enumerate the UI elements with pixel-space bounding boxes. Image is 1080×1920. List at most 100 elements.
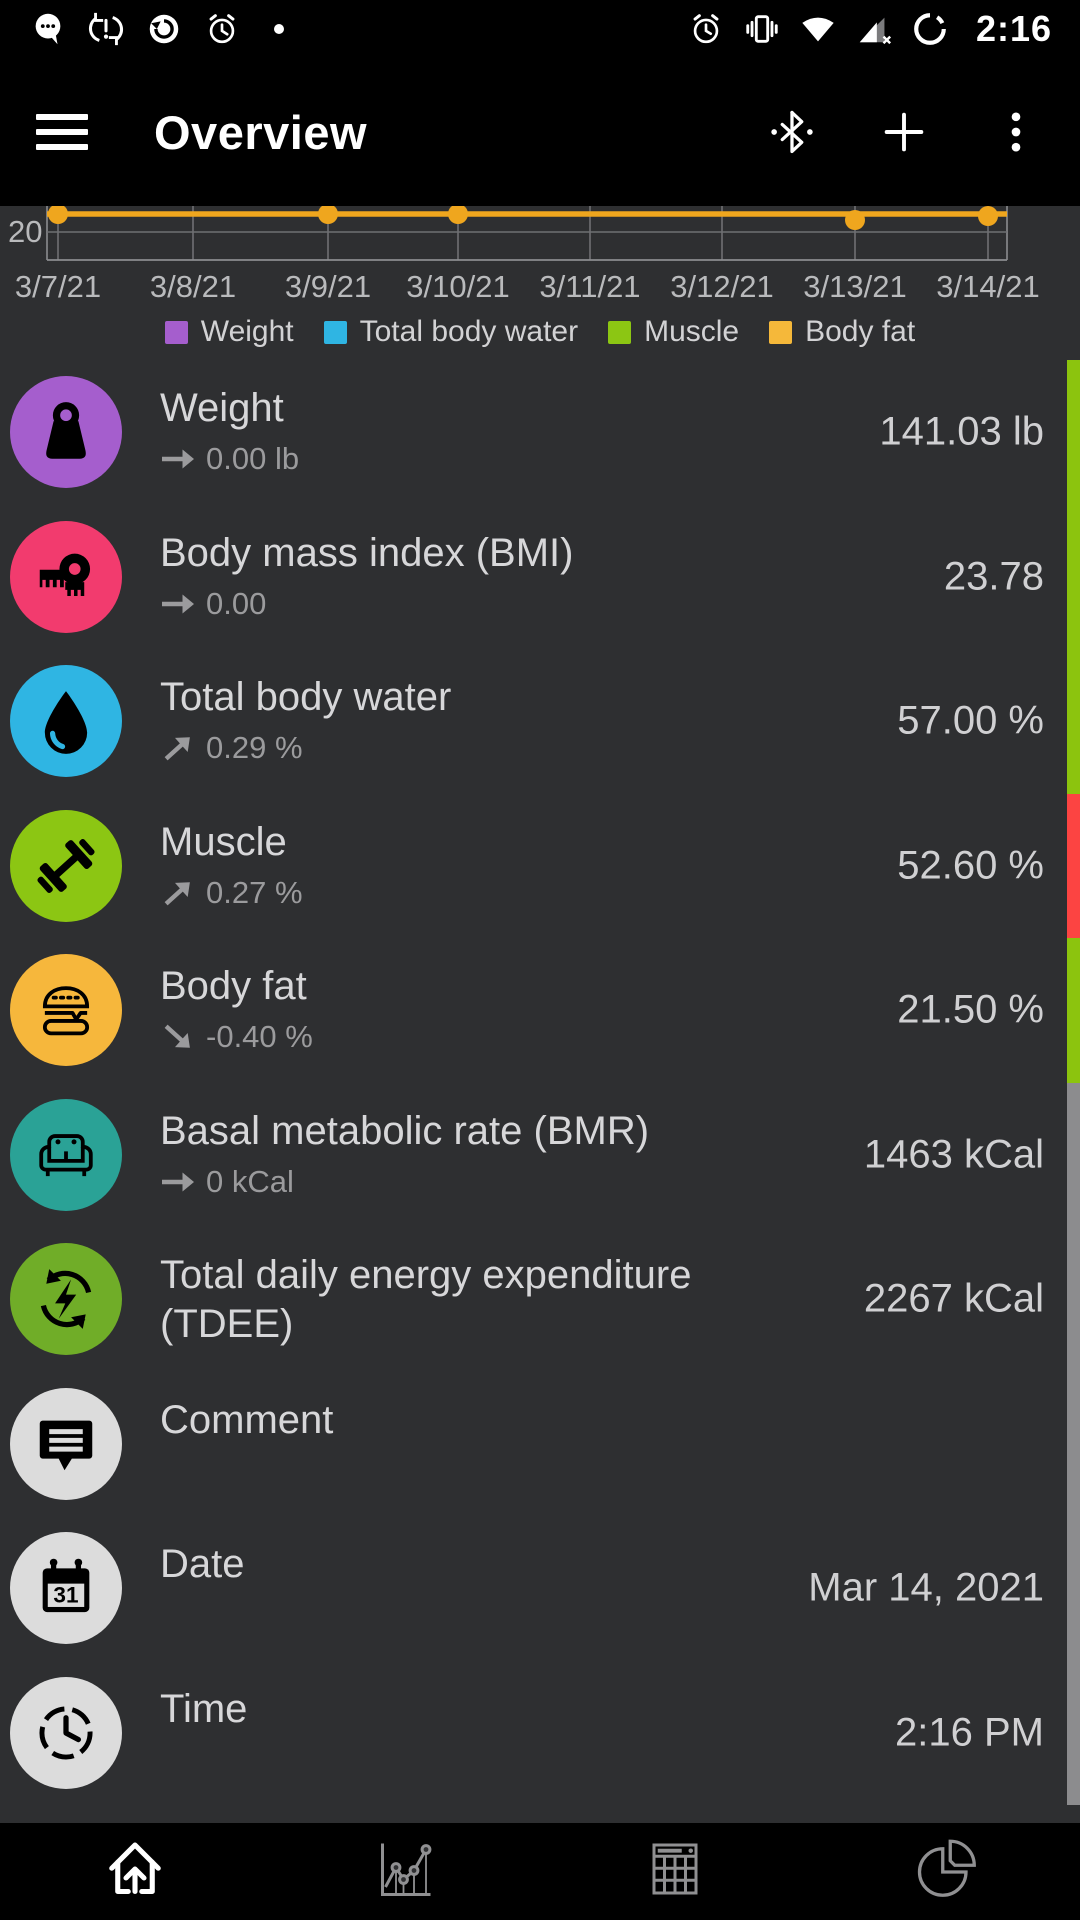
x-axis-label: 3/8/21 — [149, 269, 237, 304]
legend-swatch — [608, 320, 632, 344]
row-value: 52.60 % — [897, 843, 1044, 888]
row-title: Total body water — [160, 675, 452, 719]
x-axis-label: 3/11/21 — [539, 269, 641, 304]
row-comment[interactable]: Comment — [0, 1371, 1080, 1516]
evaluation-indicator — [1067, 1082, 1080, 1227]
trend-up-icon — [160, 880, 196, 906]
row-bmi[interactable]: Body mass index (BMI) 0.00 23.78 — [0, 504, 1080, 649]
legend-label: Total body water — [359, 315, 579, 348]
svg-text:31: 31 — [53, 1583, 78, 1608]
evaluation-indicator — [1067, 1660, 1080, 1805]
legend-swatch — [769, 320, 793, 344]
status-time: 2:16 — [975, 8, 1052, 49]
home-icon — [99, 1833, 171, 1910]
row-trend: 0 kCal — [160, 1164, 649, 1200]
wifi-icon — [798, 9, 838, 49]
chart-x-axis-labels: 3/7/21 3/8/21 3/9/21 3/10/21 3/11/21 3/12/21 3… — [0, 268, 1080, 306]
row-value: 57.00 % — [897, 698, 1044, 743]
measuring-tape-icon — [10, 520, 122, 633]
x-axis-label: 3/7/21 — [14, 269, 102, 304]
menu-icon[interactable] — [36, 112, 88, 152]
nav-tab-table[interactable] — [540, 1823, 810, 1920]
row-tdee[interactable]: Total daily energy expenditure (TDEE) 226… — [0, 1227, 1080, 1372]
legend-item: Total body water — [323, 315, 579, 349]
row-trend: 0.00 lb — [160, 441, 299, 477]
bluetooth-icon[interactable] — [764, 104, 820, 160]
energy-cycle-icon — [10, 1243, 122, 1355]
system-status-icons: 2:16 — [686, 8, 1052, 50]
row-date[interactable]: 31 Date Mar 14, 2021 — [0, 1516, 1080, 1661]
comment-bubble-icon — [10, 1387, 122, 1500]
row-time[interactable]: Time 2:16 PM — [0, 1660, 1080, 1805]
chart-legend: Weight Total body water Muscle Body fat — [0, 310, 1080, 354]
trend-value: 0.29 % — [206, 730, 303, 765]
evaluation-indicator — [1067, 1371, 1080, 1516]
notification-icons — [28, 9, 284, 49]
row-value: 21.50 % — [897, 987, 1044, 1032]
row-value: Mar 14, 2021 — [808, 1565, 1044, 1610]
row-title: Time — [160, 1686, 248, 1731]
trend-value: 0.27 % — [206, 874, 303, 910]
overflow-menu-icon[interactable] — [988, 104, 1044, 160]
clock-icon — [10, 1676, 122, 1789]
burger-icon — [10, 954, 122, 1066]
legend-item: Body fat — [769, 315, 915, 349]
row-total-body-water[interactable]: Total body water 0.29 % 57.00 % — [0, 649, 1080, 794]
trend-value: -0.40 % — [206, 1019, 313, 1054]
row-weight[interactable]: Weight 0.00 lb 141.03 lb — [0, 360, 1080, 505]
trend-flat-icon — [160, 446, 196, 472]
row-title: Date — [160, 1542, 245, 1586]
trend-down-icon — [160, 1024, 196, 1050]
body-metrics-chart[interactable] — [0, 206, 1080, 262]
trend-value: 0.00 lb — [206, 441, 300, 476]
line-chart-icon — [369, 1833, 441, 1910]
cell-signal-no-internet-icon — [854, 9, 894, 49]
weight-kettlebell-icon — [10, 376, 122, 488]
calendar-icon: 31 — [10, 1532, 122, 1644]
row-bmr[interactable]: Basal metabolic rate (BMR) 0 kCal 1463 kCa… — [0, 1082, 1080, 1227]
status-bar: 2:16 — [0, 0, 1080, 58]
row-body-fat[interactable]: Body fat -0.40 % 21.50 % — [0, 938, 1080, 1083]
row-value: 2267 kCal — [863, 1276, 1044, 1321]
legend-label: Muscle — [644, 315, 740, 348]
row-trend: 0.27 % — [160, 875, 303, 911]
row-title: Comment — [160, 1397, 334, 1442]
evaluation-indicator — [1067, 504, 1080, 649]
bottom-navigation — [0, 1823, 1080, 1920]
row-title: Body mass index (BMI) — [160, 530, 574, 575]
row-muscle[interactable]: Muscle 0.27 % 52.60 % — [0, 793, 1080, 938]
trend-value: 0 kCal — [206, 1163, 294, 1199]
nav-tab-statistics[interactable] — [810, 1823, 1080, 1920]
app-bar: Overview — [0, 58, 1080, 206]
water-drop-icon — [10, 665, 122, 777]
legend-item: Muscle — [608, 315, 739, 349]
data-saver-icon — [910, 9, 950, 49]
alarm-icon — [202, 9, 242, 49]
evaluation-indicator — [1067, 649, 1080, 794]
nav-tab-graph[interactable] — [270, 1823, 540, 1920]
row-value: 141.03 lb — [879, 409, 1044, 454]
x-axis-label: 3/9/21 — [284, 269, 372, 304]
dumbbell-icon — [10, 809, 122, 922]
update-circle-icon — [144, 9, 184, 49]
row-value: 23.78 — [943, 554, 1044, 599]
trend-up-icon — [160, 735, 196, 761]
legend-item: Weight — [164, 315, 294, 349]
row-title: Weight — [160, 386, 284, 430]
add-icon[interactable] — [876, 104, 932, 160]
row-trend: 0.00 — [160, 586, 573, 622]
table-icon — [639, 1833, 711, 1910]
chat-bubble-icon — [28, 9, 68, 49]
trend-flat-icon — [160, 1169, 196, 1195]
nav-tab-overview[interactable] — [0, 1823, 270, 1920]
evaluation-indicator — [1067, 938, 1080, 1083]
measurement-list: Weight 0.00 lb 141.03 lb Body mass index (B… — [0, 360, 1080, 1805]
evaluation-indicator — [1067, 360, 1080, 505]
evaluation-indicator — [1067, 1227, 1080, 1372]
page-title: Overview — [154, 105, 368, 159]
row-value: 1463 kCal — [863, 1132, 1044, 1177]
legend-swatch — [323, 320, 347, 344]
row-title: Total daily energy expenditure (TDEE) — [160, 1253, 692, 1346]
overview-content: 20 3/7/21 3/8/21 3/9/21 3/10/21 3/11/21 3/12/… — [0, 206, 1080, 1823]
